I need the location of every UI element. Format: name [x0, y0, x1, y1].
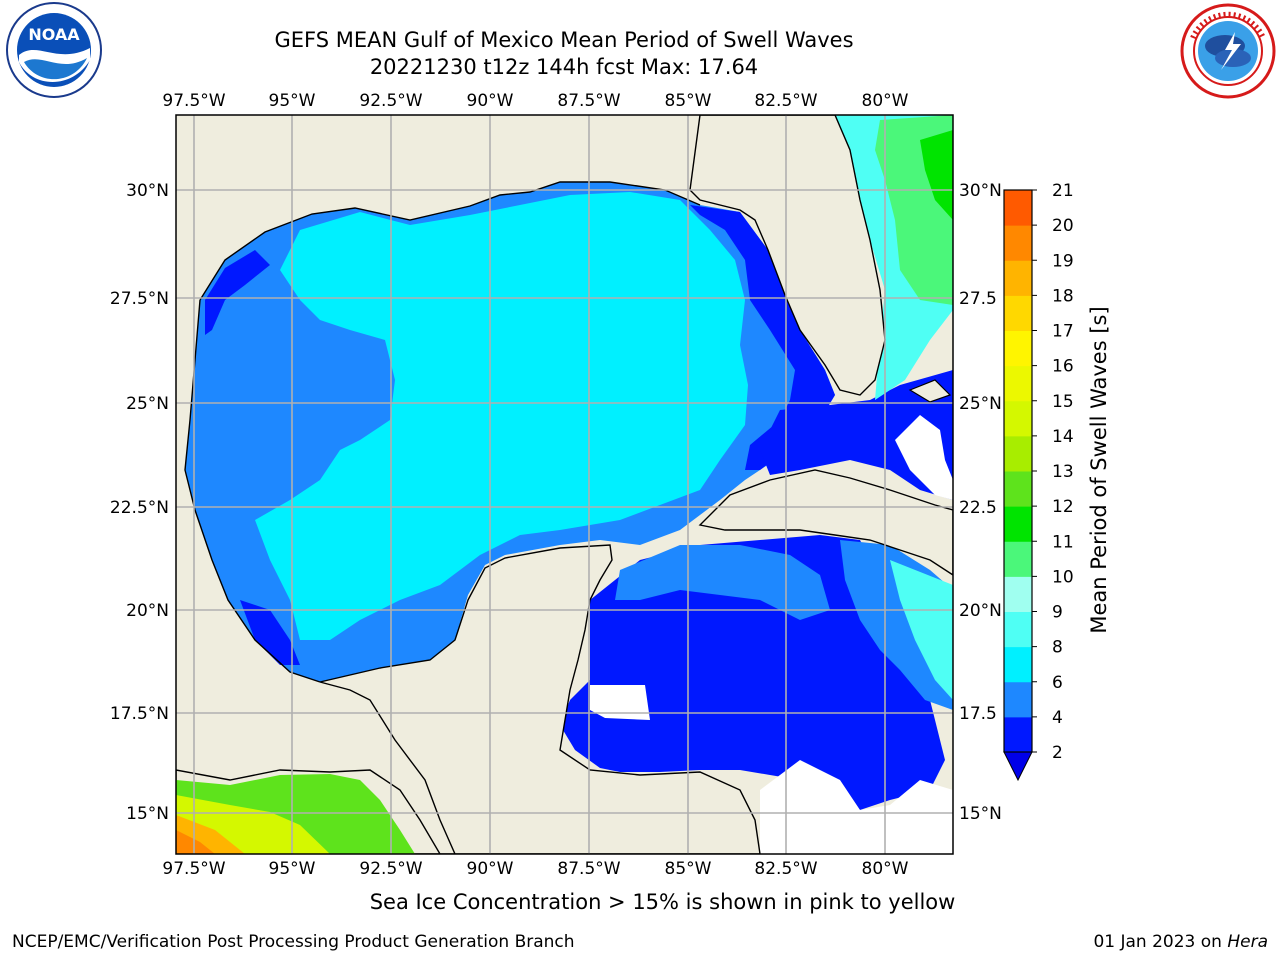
lon-labels-top: 97.5°W 95°W 92.5°W 90°W 87.5°W 85°W 82.5°W 80°W: [162, 91, 908, 111]
lon-label-bottom: 92.5°W: [359, 859, 422, 879]
chart-title: GEFS MEAN Gulf of Mexico Mean Period of …: [274, 28, 854, 52]
credit-host: Hera: [1227, 932, 1268, 952]
lat-label-right: 17.5: [959, 704, 997, 724]
lat-label-left: 15°N: [126, 804, 169, 824]
no-data-patch-1: [895, 415, 953, 500]
swell-region-low-edge-west: [205, 250, 270, 335]
swell-region-caribbean-low: [560, 535, 945, 810]
lon-label-bottom: 87.5°W: [557, 859, 620, 879]
credit-date: 01 Jan 2023 on: [1093, 932, 1228, 952]
lon-label-top: 97.5°W: [162, 91, 225, 111]
colorbar-tick-label: 4: [1052, 708, 1063, 728]
lat-label-left: 22.5°N: [110, 498, 169, 518]
lon-label-top: 80°W: [862, 91, 909, 111]
lat-label-left: 30°N: [126, 181, 169, 201]
swell-region-cyan: [255, 192, 748, 640]
swell-region-atlantic-bright-green: [920, 130, 953, 220]
colorbar-tick-label: 19: [1052, 251, 1074, 271]
nws-logo: [1180, 3, 1276, 99]
land-cuba: [698, 469, 953, 576]
lat-label-left: 27.5°N: [110, 289, 169, 309]
lat-label-left: 25°N: [126, 394, 169, 414]
colorbar-segment: [1004, 190, 1032, 226]
noaa-logo-text: NOAA: [28, 25, 80, 44]
colorbar-segment: [1004, 506, 1032, 542]
colorbar-tick-label: 8: [1052, 638, 1063, 658]
colorbar-segment: [1004, 225, 1032, 261]
lon-label-top: 90°W: [467, 91, 514, 111]
colorbar-label: Mean Period of Swell Waves [s]: [1087, 306, 1111, 633]
colorbar-segment: [1004, 611, 1032, 648]
lat-label-right: 20°N: [959, 601, 1002, 621]
colorbar-segment: [1004, 576, 1032, 612]
lon-label-bottom: 97.5°W: [162, 859, 225, 879]
colorbar-segment: [1004, 365, 1032, 402]
lat-label-right: 15°N: [959, 804, 1002, 824]
colorbar-tick-label: 10: [1052, 567, 1074, 587]
lon-label-top: 92.5°W: [359, 91, 422, 111]
colorbar-segment: [1004, 646, 1032, 683]
lon-label-top: 87.5°W: [557, 91, 620, 111]
colorbar-segment: [1004, 681, 1032, 718]
lat-label-right: 22.5: [959, 498, 997, 518]
lon-label-top: 85°W: [665, 91, 712, 111]
swell-region-low-edge-south: [240, 600, 300, 665]
colorbar-segment: [1004, 471, 1032, 507]
no-data-patch-2: [590, 685, 650, 720]
credit-right: 01 Jan 2023 on Hera: [1093, 932, 1268, 952]
colorbar-tick-label: 21: [1052, 181, 1074, 201]
swell-region-caribbean-east-cyan: [890, 560, 953, 700]
colorbar-segment: [1004, 260, 1032, 296]
lon-label-top: 95°W: [269, 91, 316, 111]
colorbar-tick-label: 12: [1052, 497, 1074, 517]
credit-left: NCEP/EMC/Verification Post Processing Pr…: [12, 932, 575, 952]
lat-labels-right: 30°N 27.5 25°N 22.5 20°N 17.5 15°N: [959, 181, 1002, 824]
colorbar-tick-label: 13: [1052, 462, 1074, 482]
lat-label-left: 17.5°N: [110, 704, 169, 724]
colorbar-segment: [1004, 295, 1032, 331]
colorbar-segment: [1004, 330, 1032, 367]
colorbar-segment: [1004, 400, 1032, 437]
colorbar-tick-label: 15: [1052, 392, 1074, 412]
lat-label-right: 25°N: [959, 394, 1002, 414]
colorbar-tick-label: 6: [1052, 673, 1063, 693]
lon-label-bottom: 95°W: [269, 859, 316, 879]
lon-label-bottom: 80°W: [862, 859, 909, 879]
colorbar-tick-label: 18: [1052, 286, 1074, 306]
swell-region-caribbean-medium: [615, 545, 830, 620]
lon-label-bottom: 85°W: [665, 859, 712, 879]
lon-label-top: 82.5°W: [754, 91, 817, 111]
colorbar-tick-label: 2: [1052, 743, 1063, 763]
colorbar: 2 4 6 8 9 10 11 12 13 14 15 16 17 18 19 20 21: [1003, 181, 1074, 782]
noaa-logo: NOAA: [6, 2, 102, 98]
colorbar-tick-label: 20: [1052, 216, 1074, 236]
land-bahamas: [908, 379, 952, 403]
colorbar-tick-label: 11: [1052, 532, 1074, 552]
land-florida: [689, 115, 886, 396]
map-frame: [175, 114, 954, 855]
lon-label-bottom: 90°W: [467, 859, 514, 879]
gridlines: [176, 115, 953, 854]
colorbar-tick-label: 9: [1052, 603, 1063, 623]
lat-labels-left: 30°N 27.5°N 25°N 22.5°N 20°N 17.5°N 15°N: [110, 181, 169, 824]
colorbar-tick-label: 14: [1052, 427, 1074, 447]
lat-label-right: 27.5: [959, 289, 997, 309]
swell-region-pacific-deep-orange: [176, 830, 215, 854]
lon-labels-bottom: 97.5°W 95°W 92.5°W 90°W 87.5°W 85°W 82.5°W 80°W: [162, 859, 908, 879]
sea-ice-note: Sea Ice Concentration > 15% is shown in …: [369, 890, 956, 914]
colorbar-tick-label: 16: [1052, 357, 1074, 377]
lat-label-right: 30°N: [959, 181, 1002, 201]
lat-label-left: 20°N: [126, 601, 169, 621]
lon-label-bottom: 82.5°W: [754, 859, 817, 879]
colorbar-tick-label: 17: [1052, 322, 1074, 342]
colorbar-extend-arrow: [1003, 751, 1033, 782]
colorbar-segment: [1004, 541, 1032, 577]
colorbar-segment: [1004, 435, 1032, 472]
chart-subtitle: 20221230 t12z 144h fcst Max: 17.64: [369, 55, 759, 79]
coastline-west: [184, 181, 701, 683]
no-data-patch-3: [760, 760, 953, 854]
colorbar-segment: [1004, 716, 1032, 753]
map-area: [176, 115, 953, 854]
